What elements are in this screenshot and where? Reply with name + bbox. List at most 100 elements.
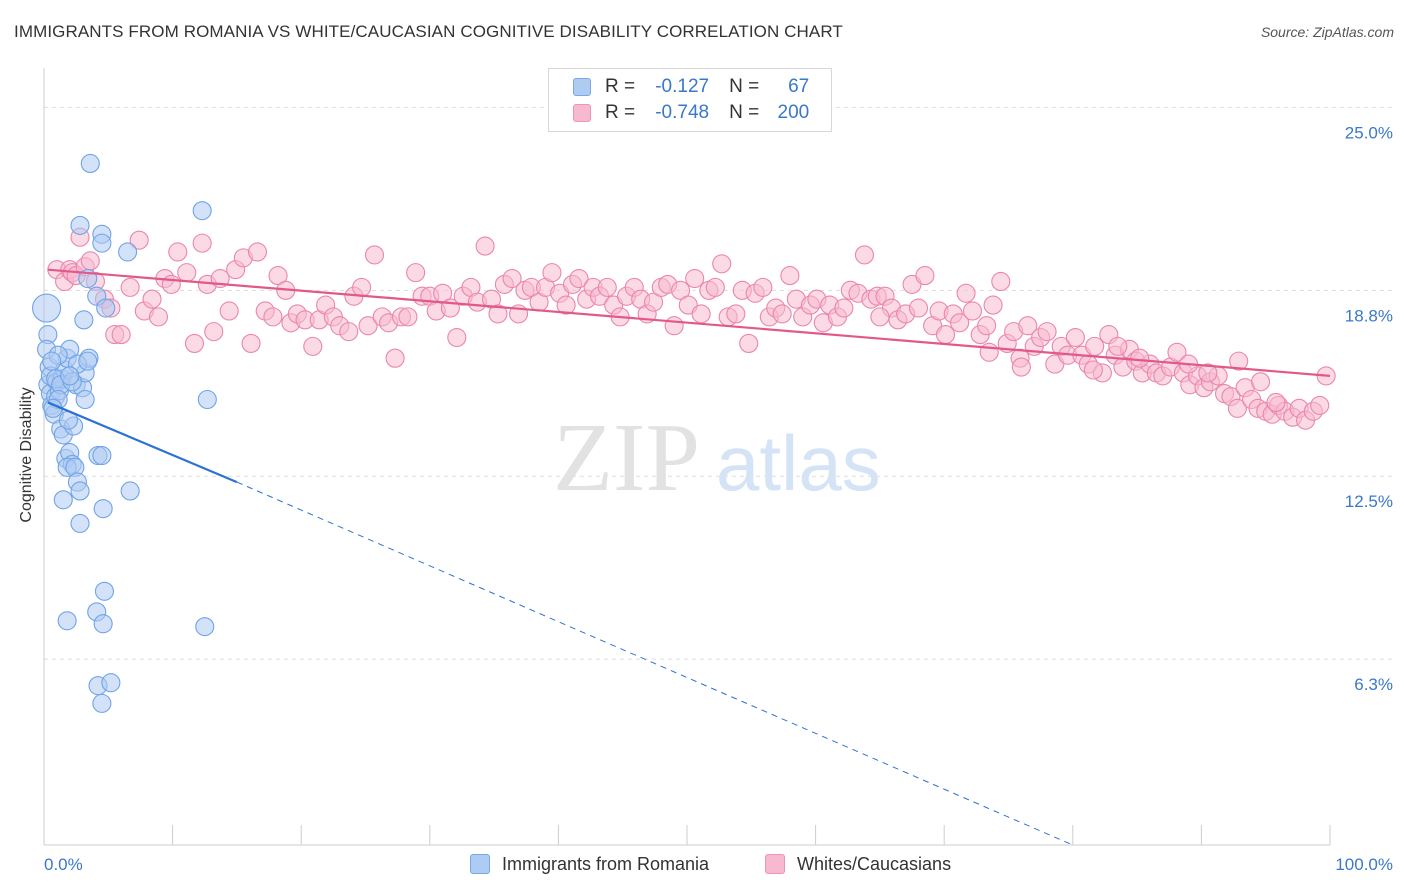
data-point-romania — [92, 693, 112, 713]
data-point-whites — [569, 268, 589, 289]
bottom-legend-whites: Whites/Caucasians — [765, 851, 951, 877]
data-point-whites — [685, 268, 705, 289]
data-point-whites — [303, 336, 323, 356]
data-point-whites — [1130, 348, 1150, 368]
y-tick-label: 25.0% — [1345, 123, 1393, 142]
data-point-whites — [352, 277, 372, 297]
legend-swatch-whites — [573, 104, 591, 122]
data-point-whites — [753, 277, 773, 297]
bottom-legend-romania: Immigrants from Romania — [470, 851, 709, 877]
data-point-whites — [1037, 322, 1057, 342]
data-point-romania — [60, 366, 80, 386]
data-point-romania — [53, 490, 73, 510]
data-point-whites — [597, 277, 617, 297]
trend-line-whites — [47, 268, 1331, 377]
data-point-whites — [1227, 398, 1247, 418]
data-point-whites — [556, 295, 576, 315]
data-point-whites — [1167, 342, 1187, 362]
trend-lines — [47, 268, 1331, 846]
data-point-romania — [70, 481, 90, 501]
data-point-romania — [92, 233, 112, 253]
data-point-whites — [1065, 327, 1085, 348]
data-point-whites — [691, 304, 711, 324]
data-point-whites — [339, 322, 359, 342]
data-point-whites — [219, 301, 239, 321]
data-point-whites — [671, 280, 691, 300]
data-point-whites — [962, 301, 983, 321]
correlation-legend: R = -0.127 N = 67 R = -0.748 N = 200 — [548, 68, 832, 132]
data-point-romania — [93, 499, 113, 519]
data-point-whites — [1018, 316, 1038, 336]
data-point-whites — [184, 333, 205, 353]
data-point-whites — [406, 263, 426, 283]
legend-n-key: N = — [729, 76, 760, 97]
data-point-romania — [70, 513, 90, 533]
data-point-whites — [111, 325, 131, 345]
data-point-whites — [1085, 336, 1105, 356]
legend-r-key: R = — [605, 76, 636, 97]
data-point-romania — [74, 310, 94, 330]
data-point-whites — [1310, 395, 1330, 415]
data-point-whites — [142, 289, 162, 309]
data-point-whites — [241, 333, 261, 353]
data-point-romania — [42, 351, 62, 371]
legend-row-romania: R = -0.127 N = 67 — [573, 74, 809, 100]
data-point-whites — [447, 327, 467, 348]
bottom-legend-swatch-romania — [470, 854, 490, 874]
data-point-whites — [712, 254, 732, 274]
data-point-whites — [950, 313, 970, 333]
data-point-whites — [983, 295, 1003, 315]
data-point-whites — [247, 242, 268, 262]
data-point-whites — [854, 245, 875, 265]
data-point-whites — [398, 307, 418, 327]
data-point-whites — [739, 333, 759, 353]
series-immigrants-from-romania — [32, 153, 217, 713]
legend-n-key: N = — [729, 102, 760, 123]
legend-r-key: R = — [605, 102, 636, 123]
data-point-romania — [32, 293, 62, 323]
data-point-whites — [834, 298, 854, 318]
watermark-atlas: atlas — [716, 419, 881, 507]
data-point-whites — [644, 292, 664, 312]
data-point-whites — [129, 230, 149, 250]
data-point-romania — [57, 611, 77, 631]
chart-title: IMMIGRANTS FROM ROMANIA VS WHITE/CAUCASI… — [14, 22, 843, 41]
y-tick-label: 12.5% — [1345, 492, 1393, 511]
data-point-romania — [192, 201, 212, 221]
trend-line-romania-extension — [236, 481, 1073, 846]
data-point-whites — [192, 233, 212, 253]
data-point-whites — [705, 277, 725, 297]
y-tick-label: 6.3% — [1354, 675, 1393, 694]
legend-swatch-romania — [573, 78, 591, 96]
data-point-romania — [75, 389, 95, 410]
data-point-romania — [78, 351, 98, 371]
data-point-romania — [93, 614, 113, 634]
data-point-romania — [101, 673, 121, 693]
data-point-whites — [1266, 392, 1286, 412]
data-point-whites — [977, 316, 997, 336]
data-point-whites — [161, 274, 181, 294]
data-point-whites — [979, 342, 999, 362]
legend-r-value: -0.748 — [655, 102, 710, 123]
data-point-romania — [80, 153, 100, 174]
data-point-whites — [1108, 336, 1128, 356]
axes — [43, 68, 1331, 846]
data-point-romania — [197, 389, 217, 410]
data-point-whites — [168, 242, 188, 262]
bottom-legend-swatch-whites — [765, 854, 785, 874]
x-tick-labels: 0.0% 100.0% — [44, 855, 1393, 874]
data-point-whites — [475, 236, 495, 256]
data-point-romania — [92, 445, 112, 466]
source-label: Source: ZipAtlas.com — [1260, 24, 1394, 40]
data-point-whites — [385, 348, 405, 368]
data-point-whites — [870, 307, 890, 327]
data-point-whites — [358, 316, 378, 336]
data-point-whites — [80, 251, 100, 271]
data-point-whites — [935, 325, 956, 345]
data-point-whites — [177, 263, 197, 283]
data-point-romania — [120, 481, 140, 501]
x-tick-label-min: 0.0% — [44, 855, 83, 874]
data-point-whites — [204, 322, 224, 342]
data-point-whites — [1198, 363, 1218, 383]
